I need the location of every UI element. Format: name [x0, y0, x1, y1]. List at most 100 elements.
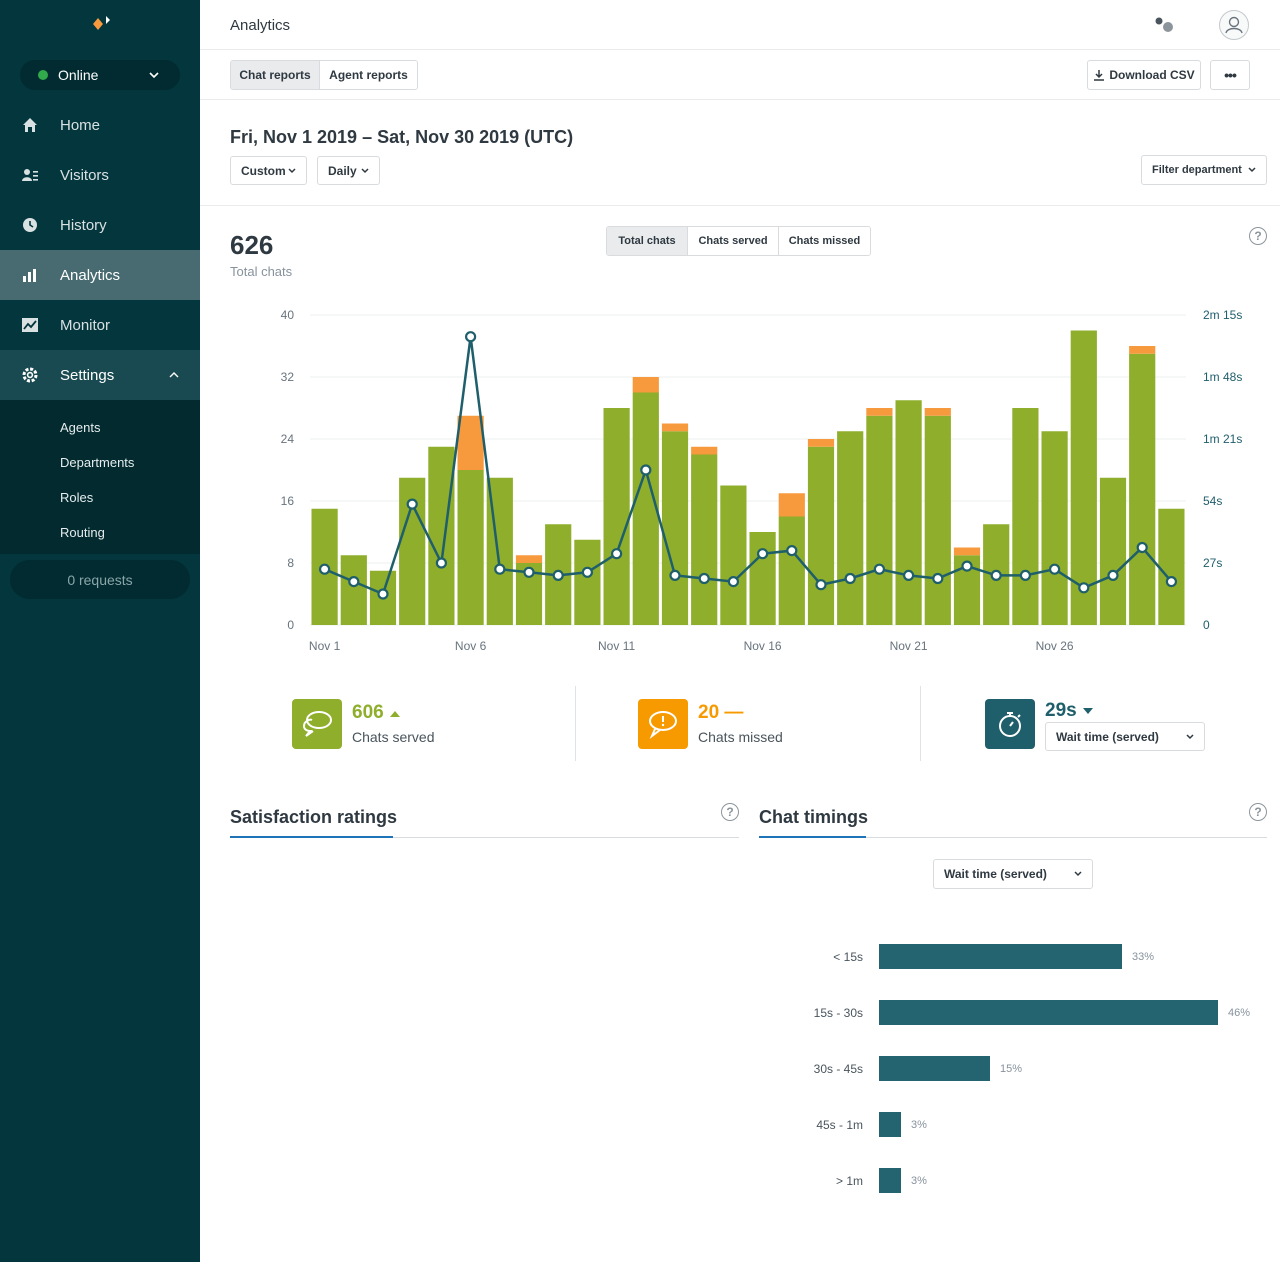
section-underline [759, 836, 866, 838]
settings-submenu: Agents Departments Roles Routing [0, 400, 200, 554]
download-icon [1094, 70, 1105, 81]
timing-bar [879, 944, 1122, 969]
bar-served [1070, 330, 1097, 625]
bar-missed [807, 439, 835, 447]
chart-tabs: Total chats Chats served Chats missed [606, 226, 871, 256]
department-filter[interactable]: Filter department [1141, 155, 1267, 185]
bar-served [749, 532, 776, 625]
tab-chats-missed[interactable]: Chats missed [779, 227, 870, 255]
timings-select-value: Wait time (served) [944, 867, 1047, 881]
x-tick-label: Nov 16 [744, 639, 782, 653]
bar-missed [691, 446, 718, 455]
bar-served [1158, 508, 1185, 625]
timing-row-label: < 15s [833, 950, 863, 964]
bar-served [1129, 353, 1156, 625]
timing-row-label: 30s - 45s [813, 1062, 863, 1076]
nav-analytics[interactable]: Analytics [0, 250, 200, 300]
nav-monitor-label: Monitor [60, 316, 111, 334]
wait-time-point [698, 572, 710, 585]
total-chats-label: Total chats [230, 264, 293, 279]
bar-chart-icon [20, 265, 40, 285]
chats-served-label: Chats served [352, 729, 435, 745]
avatar[interactable] [1219, 10, 1249, 40]
submenu-agents[interactable]: Agents [60, 420, 101, 435]
chevron-down-icon [1074, 871, 1082, 877]
wait-time-point [961, 560, 973, 572]
bar-served [866, 415, 893, 625]
y-right-tick-label: 54s [1203, 494, 1222, 508]
y-right-tick-label: 0 [1203, 618, 1210, 632]
help-icon[interactable]: ? [1249, 227, 1267, 245]
tab-total-chats[interactable]: Total chats [607, 227, 688, 255]
x-tick-label: Nov 6 [455, 639, 487, 653]
more-options-button[interactable]: ••• [1210, 60, 1250, 90]
requests-counter[interactable]: 0 requests [10, 560, 190, 599]
stats-divider [575, 686, 576, 761]
apps-icon[interactable] [1154, 16, 1176, 34]
chats-missed-value: 20 — [698, 702, 744, 723]
nav-settings[interactable]: Settings [0, 350, 200, 400]
timing-bar [879, 1056, 990, 1081]
wait-time-point [465, 331, 477, 343]
timing-bar-pct: 15% [1000, 1063, 1023, 1075]
bar-served [837, 431, 864, 625]
wait-time-select[interactable]: Wait time (served) [1045, 722, 1205, 751]
chevron-down-icon [361, 167, 369, 173]
bar-missed [778, 493, 805, 517]
period-select[interactable]: Custom [230, 156, 307, 185]
nav-home-label: Home [60, 116, 101, 134]
bar-served [691, 454, 718, 625]
bar-missed [924, 408, 951, 416]
timing-bar-pct: 3% [911, 1119, 927, 1131]
section-underline [230, 836, 393, 838]
nav-visitors[interactable]: Visitors [0, 150, 200, 200]
chevron-down-icon [1248, 167, 1256, 173]
timing-bar-pct: 46% [1228, 1007, 1251, 1019]
download-csv-button[interactable]: Download CSV [1087, 60, 1201, 90]
tab-agent-reports[interactable]: Agent reports [320, 61, 417, 89]
y-right-tick-label: 2m 15s [1203, 308, 1242, 322]
bar-served [428, 446, 455, 625]
submenu-routing[interactable]: Routing [60, 525, 105, 540]
bar-missed [515, 555, 543, 563]
bar-served [574, 539, 601, 625]
granularity-select[interactable]: Daily [317, 156, 380, 185]
chevron-up-icon [169, 372, 179, 378]
online-dot-icon [38, 70, 48, 80]
status-selector[interactable]: Online [20, 60, 180, 90]
nav-home[interactable]: Home [0, 100, 200, 150]
timings-select[interactable]: Wait time (served) [933, 859, 1093, 889]
wait-time-point [1107, 569, 1119, 581]
submenu-departments[interactable]: Departments [60, 455, 135, 470]
bar-missed [661, 423, 689, 432]
nav-monitor[interactable]: Monitor [0, 300, 200, 350]
bar-served [1012, 408, 1039, 625]
bar-missed [632, 377, 659, 393]
y-right-tick-label: 27s [1203, 556, 1222, 570]
chats-chart: 0 8 16 24 32 40 0 27s 54s 1m 21s 1m 48s 2m 15s Nov 1… [281, 308, 1243, 653]
logo-icon [93, 16, 110, 30]
timing-row-label: 45s - 1m [816, 1118, 863, 1132]
timing-row-label: > 1m [835, 1174, 863, 1188]
tab-chats-served[interactable]: Chats served [688, 227, 779, 255]
wait-time-point [435, 557, 447, 569]
y-left-tick-label: 40 [281, 308, 295, 322]
wait-time-point [844, 572, 856, 585]
wait-time-number: 29s [1045, 700, 1077, 721]
bar-served [807, 446, 835, 625]
timing-bar-pct: 3% [911, 1175, 927, 1187]
help-icon[interactable]: ? [1249, 803, 1267, 821]
wait-time-point [1136, 541, 1148, 554]
tab-chat-reports[interactable]: Chat reports [231, 61, 320, 89]
timing-bar [879, 1168, 901, 1193]
department-filter-label: Filter department [1152, 164, 1242, 176]
chats-missed-label: Chats missed [698, 729, 783, 745]
nav-history[interactable]: History [0, 200, 200, 250]
x-tick-label: Nov 21 [890, 639, 928, 653]
chats-served-number: 606 [352, 702, 384, 723]
help-icon[interactable]: ? [721, 803, 739, 821]
submenu-roles[interactable]: Roles [60, 490, 94, 505]
visitors-icon [20, 165, 40, 185]
chats-missed-icon [638, 699, 688, 749]
wait-time-point [406, 498, 418, 510]
